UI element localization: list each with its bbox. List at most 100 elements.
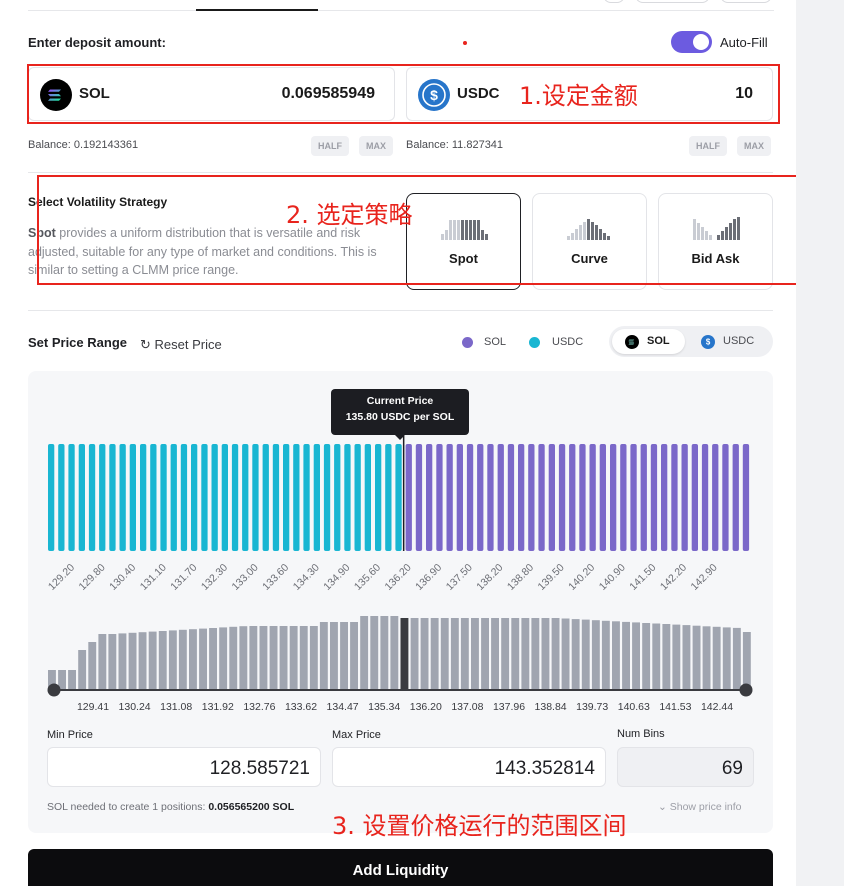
- price-bin: [701, 444, 709, 551]
- base-token-toggle[interactable]: SOL $ USDC: [609, 326, 773, 357]
- price-bin: [487, 444, 494, 551]
- price-bin: [313, 444, 320, 551]
- bin-price-label: 137.50: [444, 562, 475, 593]
- sol-max-button[interactable]: MAX: [359, 136, 393, 156]
- liquidity-bar: [219, 627, 228, 690]
- bin-price-label: 131.70: [168, 562, 199, 593]
- usdc-max-button[interactable]: MAX: [737, 136, 771, 156]
- tab-underline: [28, 10, 774, 11]
- price-bin: [293, 444, 300, 551]
- svg-text:$: $: [706, 338, 711, 347]
- strategy-spot-card[interactable]: Spot: [406, 193, 521, 290]
- price-bin: [732, 444, 739, 551]
- sol-half-button[interactable]: HALF: [311, 136, 349, 156]
- usdc-half-button[interactable]: HALF: [689, 136, 727, 156]
- liquidity-bar: [350, 622, 358, 690]
- curve-distribution-icon: [567, 219, 610, 240]
- bin-price-label: 139.50: [536, 562, 567, 593]
- bin-price-label: 136.20: [383, 562, 414, 593]
- usdc-amount-input[interactable]: $ USDC 10: [406, 67, 773, 121]
- price-bin: [466, 444, 474, 551]
- liquidity-bar: [158, 631, 167, 690]
- liquidity-bar: [289, 626, 298, 690]
- strategy-curve-label: Curve: [571, 251, 608, 266]
- max-price-input[interactable]: 143.352814: [332, 747, 606, 787]
- show-price-info-toggle[interactable]: ⌄ Show price info: [658, 801, 742, 813]
- price-bin: [681, 444, 688, 551]
- liquidity-panel: Enter deposit amount: Auto-Fill SOL 0.06…: [0, 0, 818, 886]
- liquidity-bar: [118, 633, 127, 690]
- liquidity-bar: [279, 626, 288, 690]
- price-bin: [109, 444, 116, 551]
- liquidity-bar: [309, 626, 318, 690]
- liquidity-bar: [259, 626, 268, 690]
- bin-price-label: 129.80: [77, 562, 108, 593]
- usdc-balance: Balance: 11.827341: [406, 139, 504, 151]
- bin-price-label: 131.10: [138, 562, 169, 593]
- strategy-description: Spot provides a uniform distribution tha…: [28, 224, 388, 280]
- price-bin: [68, 444, 75, 551]
- bidask-distribution-icon: [693, 217, 740, 240]
- price-bin: [78, 444, 85, 551]
- price-bin: [630, 444, 637, 551]
- price-bin: [712, 444, 719, 551]
- price-bin: [180, 444, 188, 551]
- strategy-bidask-card[interactable]: Bid Ask: [658, 193, 773, 290]
- tooltip-arrow: [395, 435, 405, 440]
- sol-toggle-option[interactable]: [612, 329, 685, 354]
- liquidity-bar: [551, 618, 560, 690]
- liquidity-bar: [108, 634, 117, 690]
- liquidity-bar: [571, 619, 580, 690]
- sol-symbol: SOL: [79, 85, 110, 102]
- sol-needed-info: SOL needed to create 1 positions: 0.0565…: [47, 801, 294, 813]
- price-bin: [610, 444, 617, 551]
- liquidity-price-label: 140.63: [618, 701, 650, 713]
- liquidity-bar: [732, 627, 741, 690]
- min-price-handle: [47, 683, 61, 697]
- liquidity-price-label: 135.34: [368, 701, 400, 713]
- sol-amount: 0.069585949: [281, 85, 375, 102]
- liquidity-bar: [622, 621, 630, 691]
- sol-needed-label: SOL needed to create 1 positions:: [47, 801, 209, 813]
- liquidity-price-label: 138.84: [535, 701, 567, 713]
- usdc-legend-label: USDC: [552, 336, 584, 348]
- price-bin: [436, 444, 443, 551]
- price-bin: [456, 444, 463, 551]
- sol-needed-value: 0.056565200 SOL: [208, 801, 295, 813]
- liquidity-bar: [78, 650, 87, 690]
- bin-price-label: 133.60: [260, 562, 291, 593]
- autofill-label: Auto-Fill: [720, 35, 768, 50]
- reset-price-button[interactable]: ↻ Reset Price: [140, 337, 222, 353]
- min-price-input[interactable]: 128.585721: [47, 747, 321, 787]
- sol-amount-input[interactable]: SOL 0.069585949: [28, 67, 395, 121]
- liquidity-bar: [299, 626, 308, 690]
- price-bin: [589, 444, 596, 551]
- add-liquidity-button[interactable]: Add Liquidity: [28, 849, 773, 886]
- price-bin: [119, 444, 126, 551]
- autofill-toggle[interactable]: [671, 31, 712, 53]
- price-bin: [364, 444, 371, 551]
- liquidity-price-label: 137.08: [451, 701, 483, 713]
- price-bin: [671, 444, 678, 551]
- reset-price-label: Reset Price: [154, 337, 222, 352]
- liquidity-price-label: 134.47: [327, 701, 359, 713]
- price-bin: [405, 444, 412, 551]
- liquidity-bar: [239, 626, 248, 690]
- strategy-curve-card[interactable]: Curve: [532, 193, 647, 290]
- price-bin: [129, 444, 136, 551]
- bin-price-label: 142.90: [689, 562, 720, 593]
- liquidity-bar: [420, 618, 429, 690]
- liquidity-bar: [722, 627, 731, 690]
- price-bin: [191, 444, 198, 551]
- strategy-description-text: provides a uniform distribution that is …: [28, 226, 377, 277]
- liquidity-price-label: 131.92: [202, 701, 234, 713]
- liquidity-bar: [632, 622, 640, 690]
- show-price-info-label: Show price info: [669, 801, 742, 813]
- liquidity-bar: [682, 625, 691, 690]
- liquidity-bar: [460, 618, 469, 690]
- liquidity-bar: [48, 670, 56, 690]
- bin-price-label: 138.80: [505, 562, 536, 593]
- liquidity-bar: [249, 626, 258, 690]
- liquidity-bar: [58, 670, 66, 690]
- price-bin: [528, 444, 535, 551]
